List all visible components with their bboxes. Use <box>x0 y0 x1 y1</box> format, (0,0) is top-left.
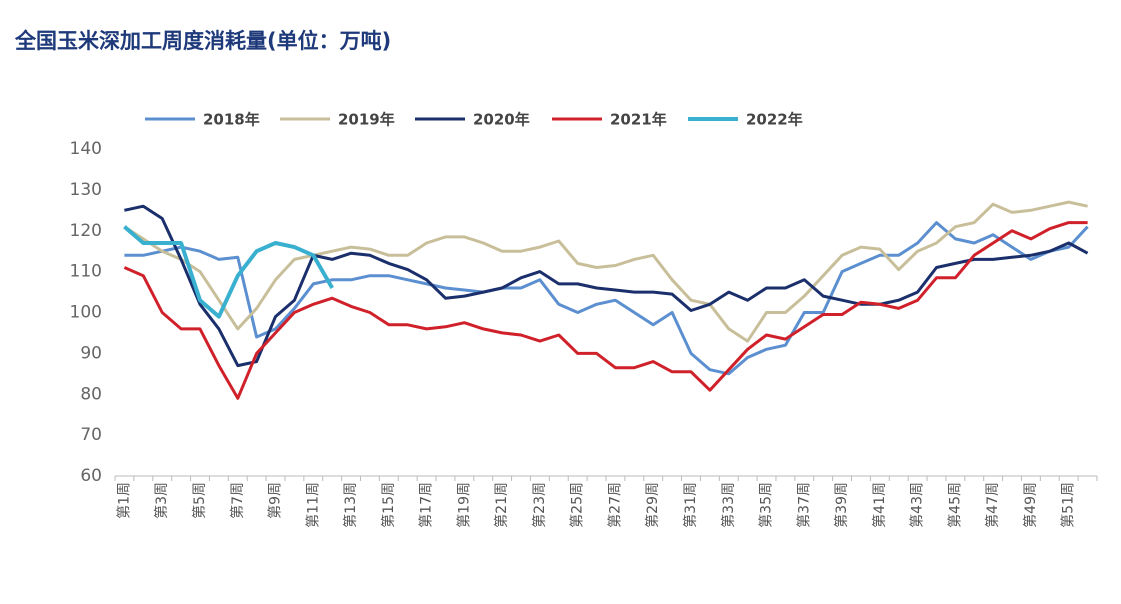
x-tick-label: 第33周 <box>720 482 737 528</box>
x-tick-label: 第39周 <box>833 482 850 528</box>
y-tick-label: 110 <box>70 262 102 282</box>
x-tick-label: 第27周 <box>606 482 623 528</box>
x-tick-label: 第51周 <box>1060 482 1077 528</box>
x-tick-label: 第9周 <box>267 482 284 519</box>
x-tick-label: 第19周 <box>455 482 472 528</box>
series-line <box>124 221 1089 376</box>
x-tick-label: 第17周 <box>418 482 435 528</box>
x-tick-label: 第37周 <box>795 482 812 528</box>
y-tick-label: 130 <box>70 180 102 200</box>
x-tick-label: 第15周 <box>380 482 397 528</box>
series-line <box>124 204 1089 368</box>
y-tick-label: 70 <box>80 425 102 445</box>
x-tick-label: 第1周 <box>115 482 132 519</box>
y-tick-label: 100 <box>70 303 102 323</box>
legend-label: 2020年 <box>473 111 530 129</box>
x-tick-label: 第21周 <box>493 482 510 528</box>
y-tick-label: 80 <box>80 384 102 404</box>
x-tick-label: 第43周 <box>909 482 926 528</box>
x-tick-label: 第13周 <box>342 482 359 528</box>
chart-title: 全国玉米深加工周度消耗量(单位：万吨) <box>14 29 391 53</box>
x-tick-label: 第41周 <box>871 482 888 528</box>
x-tick-label: 第11周 <box>304 482 321 528</box>
y-tick-label: 60 <box>80 466 102 486</box>
legend-label: 2018年 <box>203 111 260 129</box>
legend-label: 2019年 <box>338 111 395 129</box>
x-tick-label: 第23周 <box>531 482 548 528</box>
y-tick-label: 90 <box>80 343 102 363</box>
x-tick-label: 第7周 <box>229 482 246 519</box>
series-line <box>123 225 334 319</box>
y-tick-label: 140 <box>70 139 102 159</box>
legend-label: 2022年 <box>746 111 803 129</box>
x-tick-label: 第49周 <box>1022 482 1039 528</box>
x-tick-label: 第29周 <box>644 482 661 528</box>
x-tick-label: 第5周 <box>191 482 208 519</box>
legend-label: 2021年 <box>610 111 667 129</box>
x-tick-label: 第45周 <box>946 482 963 528</box>
y-tick-label: 120 <box>70 221 102 241</box>
x-tick-label: 第3周 <box>153 482 170 519</box>
x-tick-label: 第35周 <box>758 482 775 528</box>
series-line <box>123 200 1088 343</box>
x-tick-label: 第25周 <box>569 482 586 528</box>
x-tick-label: 第47周 <box>984 482 1001 528</box>
series-line <box>123 221 1088 400</box>
x-tick-label: 第31周 <box>682 482 699 528</box>
